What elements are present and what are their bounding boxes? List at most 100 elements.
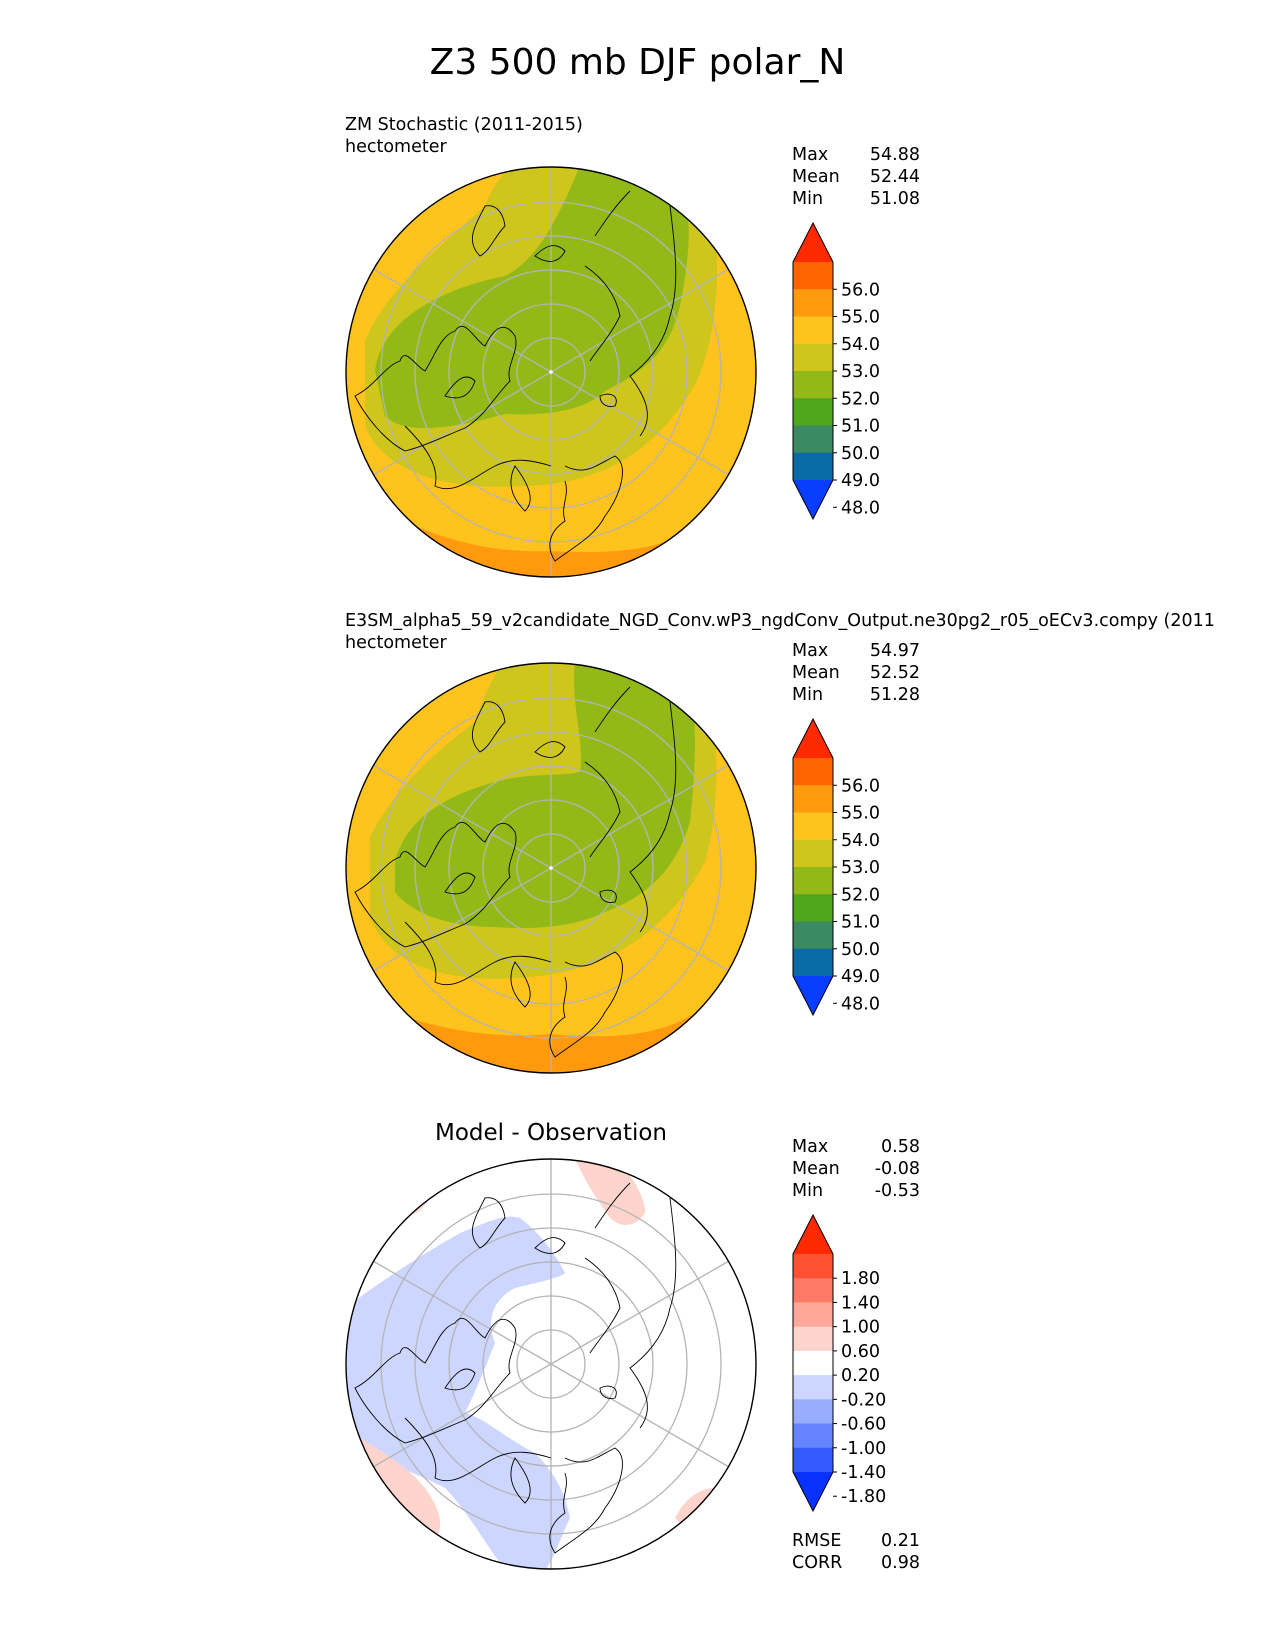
colorbar-tick-label: 54.0 — [841, 335, 880, 355]
corr-value: 0.98 — [881, 1553, 920, 1573]
stat-label: Max — [792, 1137, 829, 1157]
colorbar-tick-label: 0.20 — [841, 1366, 880, 1386]
colorbar-tick-label: 53.0 — [841, 858, 880, 878]
north-pole-marker — [549, 370, 553, 374]
colorbar-tick-label: 1.80 — [841, 1269, 880, 1289]
difference-panel-title: Model - Observation — [434, 1120, 668, 1146]
panel-3-stats: Max 0.58 Mean -0.08 Min -0.53 — [792, 1136, 920, 1202]
colorbar-tick-label: 52.0 — [841, 389, 880, 409]
graticule — [372, 663, 730, 1073]
colorbar-segment — [793, 343, 833, 372]
stat-mean-value: 52.52 — [869, 663, 920, 683]
colorbar-extend-min — [793, 480, 833, 519]
polar-map-difference — [345, 1158, 757, 1570]
stat-max-value: 54.97 — [869, 641, 920, 661]
colorbar-tick-label: 48.0 — [841, 498, 880, 518]
colorbar-tick-label: 1.00 — [841, 1318, 880, 1338]
stat-min-value: 51.08 — [869, 189, 920, 209]
panel-2-stats: Max 54.97 Mean 52.52 Min 51.28 — [792, 640, 920, 706]
colorbar-reference: 56.0 55.0 54.0 53.0 52.0 51.0 50.0 49.0 48.0 — [792, 717, 880, 1017]
colorbar-segment — [793, 894, 833, 922]
panel-2-run-name: E3SM_alpha5_59_v2candidate_NGD_Conv.wP3_… — [345, 611, 1215, 631]
north-pole-marker — [549, 866, 553, 870]
colorbar-tick-label: 56.0 — [841, 280, 880, 300]
colorbar-segment — [793, 452, 833, 481]
coastlines — [354, 1182, 677, 1554]
map-boundary — [345, 166, 757, 578]
colorbar-segment — [793, 1399, 833, 1425]
stat-max-value: 0.58 — [881, 1137, 920, 1157]
graticule — [372, 1159, 730, 1569]
colorbar-segment — [793, 425, 833, 454]
difference-metrics: RMSE 0.21 CORR 0.98 — [792, 1530, 920, 1574]
colorbar-segment — [793, 948, 833, 977]
figure-title: Z3 500 mb DJF polar_N — [429, 42, 846, 83]
colorbar-extend-min — [793, 1472, 833, 1511]
map-boundary — [345, 662, 757, 1074]
coastlines — [354, 686, 677, 1058]
colorbar-segment — [793, 921, 833, 950]
colorbar-extend-max — [793, 1215, 833, 1254]
colorbar-tick-label: 53.0 — [841, 362, 880, 382]
stat-mean-value: -0.08 — [874, 1159, 920, 1179]
colorbar-tick-label: 50.0 — [841, 444, 880, 464]
stat-label: Max — [792, 145, 829, 165]
stat-label: Mean — [792, 1159, 840, 1179]
metric-label: RMSE — [792, 1531, 842, 1551]
colorbar-segment — [793, 867, 833, 895]
panel-1-stats: Max 54.88 Mean 52.44 Min 51.08 — [792, 144, 920, 210]
colorbar-segment — [793, 1350, 833, 1376]
colorbar-tick-label: 49.0 — [841, 967, 880, 987]
contour-band-pos-0.2 — [575, 1159, 645, 1225]
panel-1-units: hectometer — [345, 137, 447, 157]
colorbar-segment — [793, 1254, 833, 1279]
stat-max-value: 54.88 — [869, 145, 920, 165]
panel-2-units: hectometer — [345, 633, 447, 653]
stat-label: Mean — [792, 663, 840, 683]
stat-mean-value: 52.44 — [869, 167, 920, 187]
colorbar-tick-label: -1.40 — [841, 1463, 886, 1483]
metric-label: CORR — [792, 1553, 843, 1573]
map-boundary — [345, 1158, 757, 1570]
contour-band-51 — [375, 167, 689, 429]
stat-label: Mean — [792, 167, 840, 187]
stat-label: Min — [792, 1181, 824, 1201]
colorbar-tick-label: 56.0 — [841, 776, 880, 796]
polar-map-reference — [345, 662, 757, 1074]
colorbar-tick-label: 54.0 — [841, 831, 880, 851]
colorbar-tick-label: 0.60 — [841, 1342, 880, 1362]
colorbar-tick-label: 52.0 — [841, 885, 880, 905]
colorbar-tick-label: 50.0 — [841, 940, 880, 960]
colorbar-segment — [793, 1375, 833, 1400]
colorbar-tick-label: -0.20 — [841, 1390, 886, 1410]
panel-2-title: E3SM_alpha5_59_v2candidate_NGD_Conv.wP3_… — [345, 610, 1215, 654]
colorbar-segment — [793, 1278, 833, 1303]
colorbar-segment — [793, 262, 833, 290]
colorbar-segment — [793, 371, 833, 399]
stat-label: Min — [792, 189, 824, 209]
stat-min-value: 51.28 — [869, 685, 920, 705]
colorbar-segment — [793, 398, 833, 426]
colorbar-segment — [793, 1302, 833, 1328]
stat-min-value: -0.53 — [874, 1181, 920, 1201]
contour-band-51 — [395, 663, 695, 929]
colorbar-segment — [793, 1447, 833, 1473]
panel-1-run-name: ZM Stochastic (2011-2015) — [345, 115, 583, 135]
colorbar-segment — [793, 289, 833, 317]
colorbar-extend-max — [793, 719, 833, 758]
colorbar-tick-label: -0.60 — [841, 1415, 886, 1435]
colorbar-extend-max — [793, 223, 833, 262]
rmse-value: 0.21 — [881, 1531, 920, 1551]
colorbar-tick-label: -1.00 — [841, 1439, 886, 1459]
colorbar-tick-label: 55.0 — [841, 308, 880, 328]
colorbar-segment — [793, 758, 833, 786]
colorbar-segment — [793, 785, 833, 813]
colorbar-segment — [793, 839, 833, 868]
contour-band-neg-0.2 — [346, 1216, 570, 1569]
colorbar-tick-label: 1.40 — [841, 1293, 880, 1313]
polar-map-test — [345, 166, 757, 578]
colorbar-segment — [793, 316, 833, 345]
colorbar-segment — [793, 1326, 833, 1352]
colorbar-tick-label: 49.0 — [841, 471, 880, 491]
stat-label: Max — [792, 641, 829, 661]
